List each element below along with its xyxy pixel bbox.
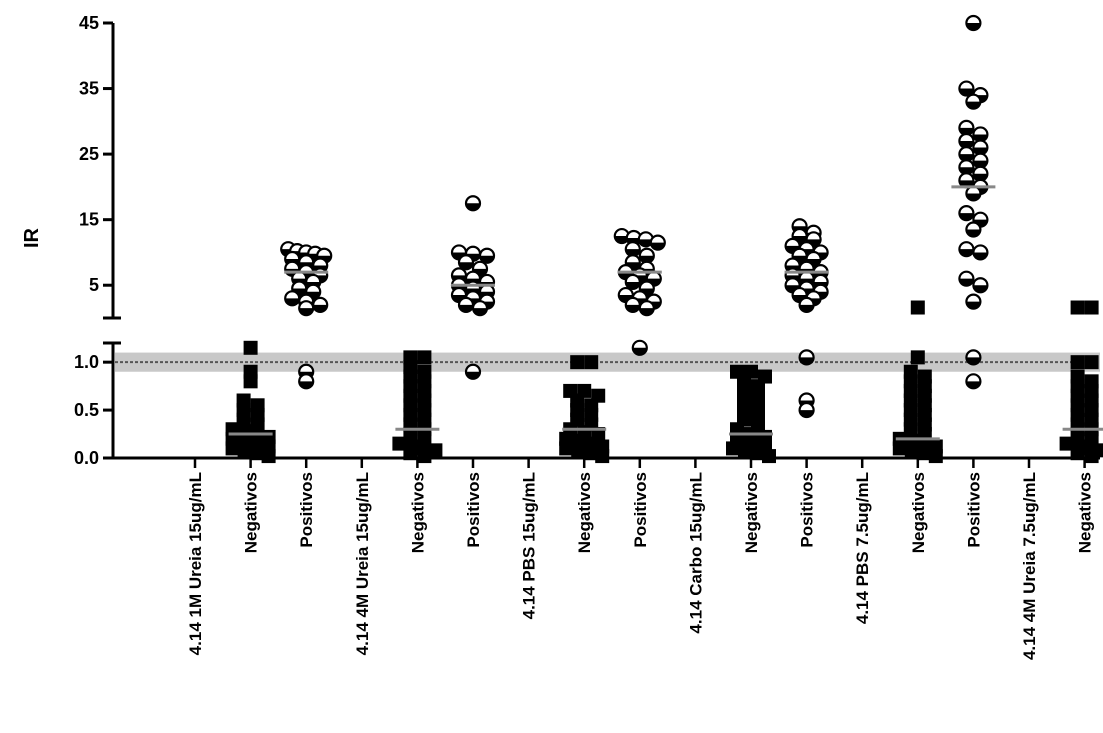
cutoff-band (115, 353, 1100, 372)
negative-point (1085, 449, 1099, 463)
negative-point (762, 449, 776, 463)
negative-point (226, 441, 240, 455)
negative-point (1071, 355, 1085, 369)
y-tick-label: 0.0 (74, 448, 99, 468)
negative-point (917, 446, 931, 460)
negative-point (1085, 301, 1099, 315)
x-tick-label: Negativos (575, 472, 594, 553)
negative-point (1071, 301, 1085, 315)
negative-point (911, 350, 925, 364)
x-tick-label: 4.14 Carbo 15ug/mL (686, 472, 705, 634)
x-tick-label: Positivos (964, 472, 983, 548)
x-tick-label: Negativos (909, 472, 928, 553)
data-points (226, 16, 1103, 463)
negative-point (595, 449, 609, 463)
negative-point (1071, 446, 1085, 460)
x-tick-label: Positivos (631, 472, 650, 548)
negative-point (570, 355, 584, 369)
x-tick-label: 4.14 PBS 7.5ug/mL (853, 472, 872, 624)
negative-point (1085, 355, 1099, 369)
negative-point (726, 441, 740, 455)
y-tick-label: 15 (79, 210, 99, 230)
x-tick-label: Negativos (1076, 472, 1095, 553)
x-tick-label: 4.14 1M Ureia 15ug/mL (186, 472, 205, 655)
negative-point (571, 443, 585, 457)
y-tick-label: 25 (79, 144, 99, 164)
x-tick-label: 4.14 PBS 15ug/mL (520, 472, 539, 619)
y-tick-label: 35 (79, 79, 99, 99)
negative-point (559, 441, 573, 455)
x-tick-label: Positivos (798, 472, 817, 548)
x-tick-label: 4.14 4M Ureia 15ug/mL (353, 472, 372, 655)
y-tick-label: 0.5 (74, 400, 99, 420)
negative-point (403, 446, 417, 460)
negative-point (738, 443, 752, 457)
negative-point (250, 446, 264, 460)
negative-point (244, 341, 258, 355)
negative-point (750, 446, 764, 460)
y-tick-label: 5 (89, 275, 99, 295)
negative-point (905, 443, 919, 457)
negative-point (929, 449, 943, 463)
x-tick-label: Negativos (742, 472, 761, 553)
negative-point (583, 446, 597, 460)
y-tick-label: 45 (79, 13, 99, 33)
negative-point (238, 443, 252, 457)
y-tick-label: 1.0 (74, 352, 99, 372)
negative-point (244, 374, 258, 388)
negative-point (417, 350, 431, 364)
negative-point (893, 441, 907, 455)
x-tick-label: Positivos (297, 472, 316, 548)
negative-point (262, 449, 276, 463)
negative-point (417, 449, 431, 463)
x-tick-label: Positivos (464, 472, 483, 548)
y-axis-label: IR (21, 227, 43, 248)
x-tick-label: 4.14 4M Ureia 7.5ug/mL (1020, 472, 1039, 660)
x-tick-label: Negativos (242, 472, 261, 553)
negative-point (911, 301, 925, 315)
x-tick-label: Negativos (408, 472, 427, 553)
tick-labels: 0.0 0.5 1.0 5 15 25 35 45 4.14 1M Ureia 15ug/mL N… (74, 13, 1103, 660)
negative-point (584, 355, 598, 369)
